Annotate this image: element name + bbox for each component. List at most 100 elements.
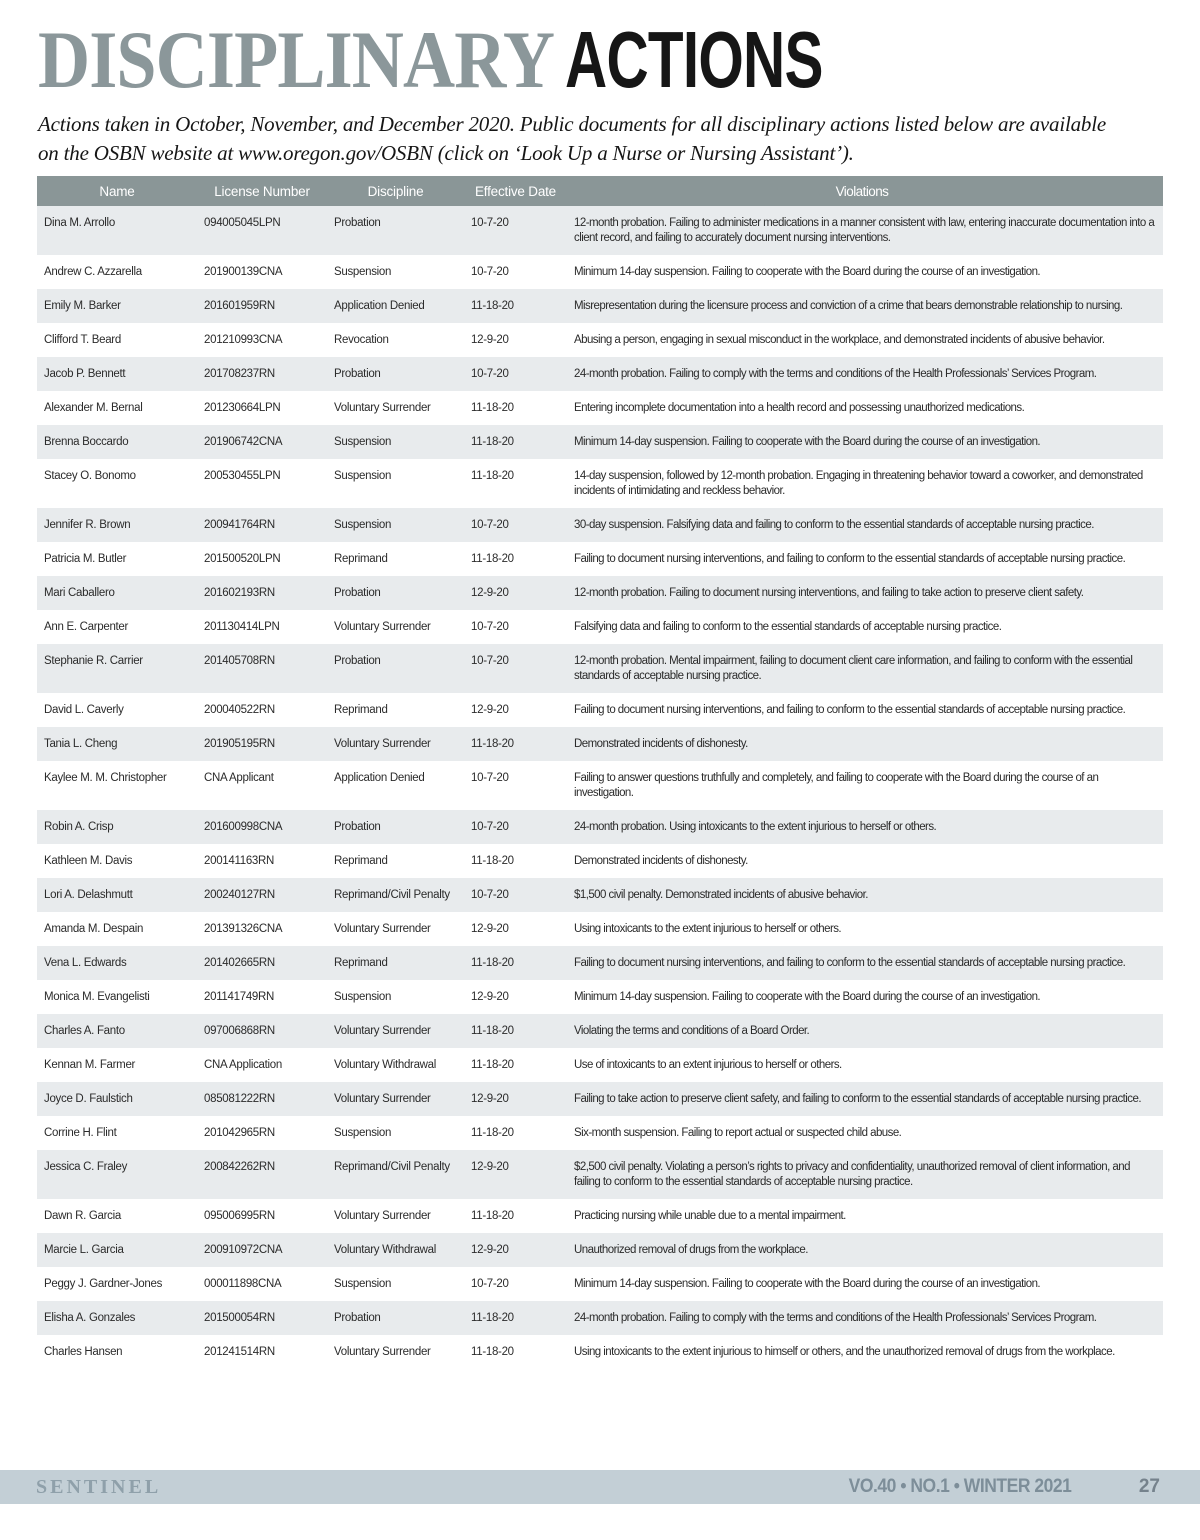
cell-name: Elisha A. Gonzales [44, 1312, 136, 1324]
cell-violations: Minimum 14-day suspension. Failing to co… [574, 266, 1041, 278]
cell-discipline: Voluntary Surrender [334, 1093, 431, 1105]
cell-violations: 14-day suspension, followed by 12-month … [574, 470, 1143, 497]
table-row: Stacey O. Bonomo 200530455LPN Suspension… [37, 459, 1163, 508]
cell-discipline: Voluntary Surrender [334, 923, 431, 935]
cell-discipline: Probation [334, 655, 381, 667]
cell-license-number: 094005045LPN [204, 217, 281, 229]
cell-violations: 24-month probation. Failing to comply wi… [574, 368, 1097, 380]
cell-discipline: Suspension [334, 1127, 392, 1139]
table-row: Charles Hansen 201241514RN Voluntary Sur… [37, 1335, 1163, 1369]
cell-discipline: Voluntary Surrender [334, 402, 431, 414]
header-license-number: License Number [214, 183, 310, 199]
cell-effective-date: 12-9-20 [471, 704, 509, 716]
cell-violations: Demonstrated incidents of dishonesty. [574, 738, 748, 750]
header-discipline: Discipline [367, 183, 424, 199]
page-title-actions: ACTIONS [564, 15, 823, 104]
cell-license-number: 201906742CNA [204, 436, 283, 448]
cell-effective-date: 11-18-20 [471, 470, 514, 482]
page-footer: SENTINEL VO.40 • NO.1 • WINTER 2021 27 [0, 1470, 1200, 1504]
cell-license-number: 201602193RN [204, 587, 275, 599]
cell-name: Robin A. Crisp [44, 821, 114, 833]
cell-violations: Use of intoxicants to an extent injuriou… [574, 1059, 842, 1071]
table-row: Robin A. Crisp 201600998CNA Probation 10… [37, 810, 1163, 844]
cell-effective-date: 12-9-20 [471, 923, 509, 935]
cell-name: Kennan M. Farmer [44, 1059, 136, 1071]
intro-line-1: Actions taken in October, November, and … [38, 112, 1106, 136]
cell-license-number: 201391326CNA [204, 923, 283, 935]
cell-violations: Entering incomplete documentation into a… [574, 402, 1025, 414]
cell-effective-date: 10-7-20 [471, 217, 509, 229]
table-row: Marcie L. Garcia 200910972CNA Voluntary … [37, 1233, 1163, 1267]
table-row: Elisha A. Gonzales 201500054RN Probation… [37, 1301, 1163, 1335]
cell-violations: 12-month probation. Failing to administe… [574, 217, 1155, 244]
table-row: Emily M. Barker 201601959RN Application … [37, 289, 1163, 323]
cell-discipline: Reprimand [334, 553, 388, 565]
cell-violations: 12-month probation. Failing to document … [574, 587, 1084, 599]
table-row: Jennifer R. Brown 200941764RN Suspension… [37, 508, 1163, 542]
cell-license-number: 201708237RN [204, 368, 275, 380]
cell-name: Ann E. Carpenter [44, 621, 129, 633]
cell-violations: Failing to document nursing intervention… [574, 704, 1126, 716]
cell-violations: 12-month probation. Mental impairment, f… [574, 655, 1133, 682]
cell-license-number: 085081222RN [204, 1093, 275, 1105]
table-row: Lori A. Delashmutt 200240127RN Reprimand… [37, 878, 1163, 912]
cell-name: Tania L. Cheng [44, 738, 118, 750]
cell-violations: Demonstrated incidents of dishonesty. [574, 855, 748, 867]
cell-license-number: 097006868RN [204, 1025, 275, 1037]
cell-violations: Failing to take action to preserve clien… [574, 1093, 1142, 1105]
table-row: Joyce D. Faulstich 085081222RN Voluntary… [37, 1082, 1163, 1116]
table-row: Dawn R. Garcia 095006995RN Voluntary Sur… [37, 1199, 1163, 1233]
table-row: Tania L. Cheng 201905195RN Voluntary Sur… [37, 727, 1163, 761]
table-row: Jacob P. Bennett 201708237RN Probation 1… [37, 357, 1163, 391]
cell-discipline: Voluntary Surrender [334, 621, 431, 633]
cell-effective-date: 12-9-20 [471, 1093, 509, 1105]
cell-violations: Six-month suspension. Failing to report … [574, 1127, 902, 1139]
cell-discipline: Suspension [334, 436, 392, 448]
cell-discipline: Probation [334, 587, 381, 599]
cell-name: Peggy J. Gardner-Jones [44, 1278, 163, 1290]
table-row: Andrew C. Azzarella 201900139CNA Suspens… [37, 255, 1163, 289]
cell-name: Marcie L. Garcia [44, 1244, 124, 1256]
cell-effective-date: 11-18-20 [471, 436, 514, 448]
cell-name: Lori A. Delashmutt [44, 889, 133, 901]
cell-discipline: Voluntary Surrender [334, 1025, 431, 1037]
table-row: Alexander M. Bernal 201230664LPN Volunta… [37, 391, 1163, 425]
cell-license-number: 201042965RN [204, 1127, 275, 1139]
cell-name: Emily M. Barker [44, 300, 121, 312]
table-row: David L. Caverly 200040522RN Reprimand 1… [37, 693, 1163, 727]
magazine-name: SENTINEL [36, 1475, 162, 1498]
cell-violations: Minimum 14-day suspension. Failing to co… [574, 1278, 1041, 1290]
cell-effective-date: 11-18-20 [471, 1312, 514, 1324]
cell-name: Kathleen M. Davis [44, 855, 133, 867]
cell-license-number: 201600998CNA [204, 821, 283, 833]
cell-violations: Minimum 14-day suspension. Failing to co… [574, 991, 1041, 1003]
cell-discipline: Application Denied [334, 772, 425, 784]
cell-violations: Failing to answer questions truthfully a… [574, 772, 1099, 799]
cell-effective-date: 11-18-20 [471, 402, 514, 414]
table-row: Jessica C. Fraley 200842262RN Reprimand/… [37, 1150, 1163, 1199]
cell-discipline: Suspension [334, 1278, 392, 1290]
cell-license-number: 201500054RN [204, 1312, 275, 1324]
cell-violations: 30-day suspension. Falsifying data and f… [574, 519, 1094, 531]
cell-effective-date: 10-7-20 [471, 655, 509, 667]
cell-license-number: 201601959RN [204, 300, 275, 312]
table-row: Monica M. Evangelisti 201141749RN Suspen… [37, 980, 1163, 1014]
page-title: DISCIPLINARY ACTIONS [38, 15, 918, 104]
intro-line-2: on the OSBN website at www.oregon.gov/OS… [38, 141, 854, 165]
cell-name: Corrine H. Flint [44, 1127, 117, 1139]
cell-license-number: 201500520LPN [204, 553, 281, 565]
cell-violations: Misrepresentation during the licensure p… [574, 300, 1123, 312]
cell-name: Andrew C. Azzarella [44, 266, 142, 278]
cell-discipline: Suspension [334, 470, 392, 482]
cell-name: David L. Caverly [44, 704, 124, 716]
cell-license-number: 200141163RN [204, 855, 275, 867]
table-row: Dina M. Arrollo 094005045LPN Probation 1… [37, 206, 1163, 255]
cell-discipline: Reprimand [334, 704, 388, 716]
cell-license-number: CNA Applicant [204, 772, 274, 784]
cell-effective-date: 11-18-20 [471, 1127, 514, 1139]
cell-violations: Abusing a person, engaging in sexual mis… [574, 334, 1105, 346]
cell-name: Dawn R. Garcia [44, 1210, 121, 1222]
cell-effective-date: 10-7-20 [471, 889, 509, 901]
cell-discipline: Voluntary Withdrawal [334, 1059, 437, 1071]
